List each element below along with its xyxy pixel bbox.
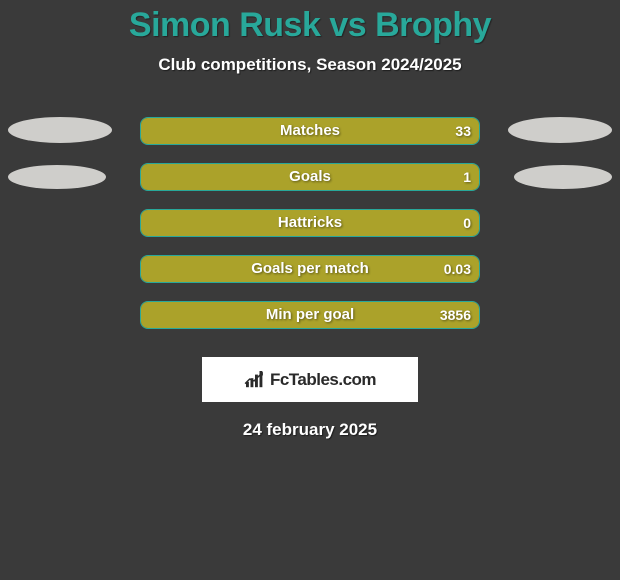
bar-chart-icon bbox=[244, 371, 266, 389]
player-right-ellipse bbox=[514, 165, 612, 189]
logo: FcTables.com bbox=[244, 370, 376, 390]
stat-row: Matches33 bbox=[0, 117, 620, 163]
date-text: 24 february 2025 bbox=[0, 420, 620, 440]
stat-bar: Matches33 bbox=[140, 117, 480, 145]
player-left-ellipse bbox=[8, 165, 106, 189]
stat-label: Goals per match bbox=[141, 256, 479, 282]
stat-label: Min per goal bbox=[141, 302, 479, 328]
stat-label: Hattricks bbox=[141, 210, 479, 236]
stat-bar: Hattricks0 bbox=[140, 209, 480, 237]
stat-row: Hattricks0 bbox=[0, 209, 620, 255]
logo-text: FcTables.com bbox=[270, 370, 376, 390]
stat-row: Min per goal3856 bbox=[0, 301, 620, 347]
stat-value: 0.03 bbox=[444, 256, 471, 282]
logo-box: FcTables.com bbox=[202, 357, 418, 402]
player-left-ellipse bbox=[8, 117, 112, 143]
stat-bar: Goals1 bbox=[140, 163, 480, 191]
stat-value: 0 bbox=[463, 210, 471, 236]
stat-row: Goals per match0.03 bbox=[0, 255, 620, 301]
stat-value: 1 bbox=[463, 164, 471, 190]
stat-label: Matches bbox=[141, 118, 479, 144]
stat-row: Goals1 bbox=[0, 163, 620, 209]
stat-bar: Goals per match0.03 bbox=[140, 255, 480, 283]
page-title: Simon Rusk vs Brophy bbox=[0, 0, 620, 45]
stat-value: 3856 bbox=[440, 302, 471, 328]
subtitle: Club competitions, Season 2024/2025 bbox=[0, 55, 620, 75]
player-right-ellipse bbox=[508, 117, 612, 143]
comparison-chart: Matches33 Goals1 Hattricks0 Goals per match… bbox=[0, 117, 620, 347]
stat-value: 33 bbox=[455, 118, 471, 144]
stat-label: Goals bbox=[141, 164, 479, 190]
stat-bar: Min per goal3856 bbox=[140, 301, 480, 329]
